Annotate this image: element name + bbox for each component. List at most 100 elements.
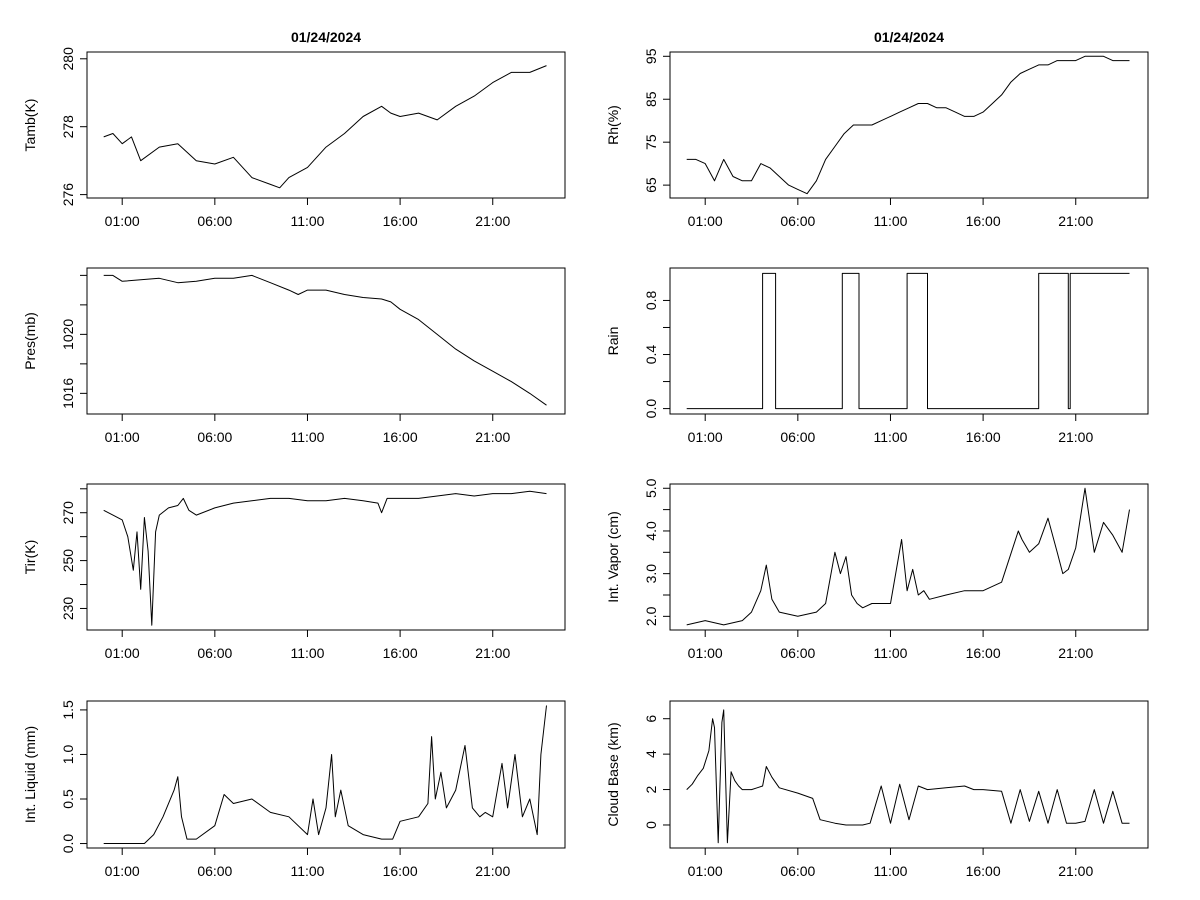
y-tick-label: 278: [60, 115, 76, 139]
y-tick-label: 85: [643, 91, 659, 107]
x-tick-label: 01:00: [688, 863, 723, 879]
chart-panel-3: 01:00 06:00 11:00 16:00 21:00 1016 1020 Pres(mb…: [22, 267, 566, 445]
y-tick-label: 280: [60, 47, 76, 71]
chart-title: 01/24/2024: [874, 29, 944, 45]
y-axis-label: Pres(mb): [22, 312, 38, 370]
y-tick-label: 75: [643, 134, 659, 150]
x-tick-label: 16:00: [966, 863, 1001, 879]
series-line-1: [103, 274, 547, 406]
plot-frame: [669, 51, 1149, 199]
chart-panel-7: 01:00 06:00 11:00 16:00 21:00 0.0 0.5 1.0 1.5 Int…: [22, 700, 566, 879]
x-tick-label: 16:00: [383, 429, 418, 445]
plot-frame: [86, 51, 566, 199]
x-tick-label: 11:00: [873, 645, 907, 661]
x-tick-label: 11:00: [290, 429, 324, 445]
x-tick-label: 01:00: [688, 213, 723, 229]
plot-frame: [86, 700, 566, 849]
chart-panel-6: 01:00 06:00 11:00 16:00 21:00 2.0 3.0 4.0 5.0 Int…: [605, 478, 1149, 661]
x-tick-label: 21:00: [475, 213, 510, 229]
chart-panel-8: 01:00 06:00 11:00 16:00 21:00 0 2 4 6 Cloud Base …: [605, 700, 1149, 879]
y-tick-label: 1.0: [60, 745, 76, 765]
x-tick-label: 01:00: [105, 213, 140, 229]
x-tick-label: 06:00: [780, 213, 815, 229]
plot-frame: [86, 483, 566, 631]
y-tick-label: 4.0: [643, 521, 659, 541]
chart-title: 01/24/2024: [291, 29, 361, 45]
x-tick-label: 16:00: [383, 863, 418, 879]
x-tick-label: 21:00: [475, 863, 510, 879]
chart-panel-2: 01:00 06:00 11:00 16:00 21:00 65 75 85 95 Rh(%) 01…: [605, 29, 1149, 229]
plot-frame: [669, 483, 1149, 631]
x-tick-label: 06:00: [197, 645, 232, 661]
y-tick-label: 0: [643, 821, 659, 829]
y-tick-label: 1016: [60, 378, 76, 409]
x-tick-label: 21:00: [475, 645, 510, 661]
plot-frame: [669, 267, 1149, 415]
x-tick-label: 01:00: [688, 429, 723, 445]
x-tick-label: 01:00: [105, 429, 140, 445]
y-tick-label: 250: [60, 549, 76, 573]
y-tick-label: 6: [643, 715, 659, 723]
y-axis-label: Cloud Base (km): [605, 722, 621, 826]
x-tick-label: 06:00: [780, 429, 815, 445]
x-tick-label: 11:00: [873, 863, 907, 879]
x-tick-label: 16:00: [966, 429, 1001, 445]
x-tick-label: 16:00: [966, 213, 1001, 229]
plot-frame: [669, 700, 1149, 849]
x-tick-label: 01:00: [105, 863, 140, 879]
y-tick-label: 0.4: [643, 345, 659, 365]
series-line-1: [686, 709, 1130, 844]
x-tick-label: 21:00: [1058, 863, 1093, 879]
y-tick-label: 276: [60, 183, 76, 207]
chart-panel-1: 01:00 06:00 11:00 16:00 21:00 276 278 280 Tamb(K…: [22, 29, 566, 229]
y-tick-label: 3.0: [643, 564, 659, 584]
x-tick-label: 21:00: [1058, 213, 1093, 229]
x-tick-label: 06:00: [197, 863, 232, 879]
y-tick-label: 0.0: [60, 834, 76, 854]
y-axis-label: Int. Vapor (cm): [605, 511, 621, 603]
x-tick-label: 21:00: [475, 429, 510, 445]
x-tick-label: 11:00: [290, 213, 324, 229]
series-line-1: [686, 487, 1130, 626]
x-tick-label: 11:00: [873, 213, 907, 229]
y-tick-label: 1.5: [60, 700, 76, 720]
series-line-1: [103, 65, 547, 189]
y-axis-label: Rain: [605, 327, 621, 356]
y-tick-label: 95: [643, 48, 659, 64]
series-line-1: [103, 490, 547, 626]
chart-panel-4: 01:00 06:00 11:00 16:00 21:00 0.0 0.4 0.8 Rain: [605, 267, 1149, 445]
x-tick-label: 21:00: [1058, 645, 1093, 661]
y-tick-label: 1020: [60, 319, 76, 350]
x-tick-label: 16:00: [383, 645, 418, 661]
x-tick-label: 06:00: [197, 213, 232, 229]
y-tick-label: 0.5: [60, 789, 76, 809]
series-line-1: [686, 55, 1130, 195]
x-tick-label: 11:00: [290, 863, 324, 879]
x-tick-label: 01:00: [688, 645, 723, 661]
y-tick-label: 5.0: [643, 478, 659, 498]
x-tick-label: 16:00: [383, 213, 418, 229]
series-line-1: [103, 705, 547, 844]
x-tick-label: 01:00: [105, 645, 140, 661]
y-tick-label: 2.0: [643, 606, 659, 626]
y-tick-label: 270: [60, 501, 76, 525]
y-tick-label: 65: [643, 177, 659, 193]
x-tick-label: 11:00: [873, 429, 907, 445]
y-tick-label: 2: [643, 785, 659, 793]
x-tick-label: 06:00: [780, 863, 815, 879]
x-tick-label: 06:00: [780, 645, 815, 661]
y-tick-label: 230: [60, 597, 76, 621]
x-tick-label: 11:00: [290, 645, 324, 661]
series-line-1: [686, 272, 1130, 410]
y-tick-label: 0.0: [643, 399, 659, 419]
x-tick-label: 16:00: [966, 645, 1001, 661]
y-axis-label: Rh(%): [605, 105, 621, 145]
chart-panel-5: 01:00 06:00 11:00 16:00 21:00 230 250 270 Tir(K): [22, 483, 566, 661]
y-axis-label: Tamb(K): [22, 99, 38, 152]
plot-frame: [86, 267, 566, 415]
x-tick-label: 21:00: [1058, 429, 1093, 445]
y-tick-label: 4: [643, 750, 659, 758]
y-tick-label: 0.8: [643, 291, 659, 311]
y-axis-label: Int. Liquid (mm): [22, 726, 38, 823]
